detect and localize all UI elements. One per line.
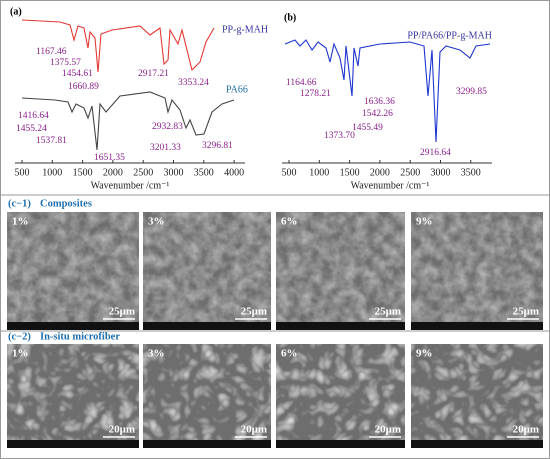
spectrum-name: PA66 [226,84,248,95]
sem-texture [276,344,405,448]
x-tick-label: 2500 [133,167,153,178]
peak-label: 1542.26 [362,109,393,119]
sem-texture [7,212,139,330]
x-tick-label: 1500 [340,167,360,178]
image-label: 3% [148,216,165,228]
info-bar [143,440,271,448]
peak-label: 1454.61 [62,69,93,79]
x-tick-label: 4000 [224,167,244,178]
spectrum-name: PP-g-MAH [222,24,268,35]
scale-label: 20μm [375,424,401,436]
spectrum-name: PP/PA66/PP-g-MAH [407,30,492,41]
section-label: (c−1) [8,198,31,209]
image-label: 9% [416,348,433,360]
panel-label: (a) [10,6,22,17]
peak-label: 1537.81 [36,136,67,146]
image-label: 6% [281,348,298,360]
section-title: Composites [40,198,92,209]
section-title: In-situ microfiber [40,331,120,342]
peak-label: 2916.64 [420,148,451,158]
scale-label: 25μm [375,306,401,318]
x-tick-label: 3500 [461,167,481,178]
peak-label: 1167.46 [36,47,67,57]
scale-label: 20μm [513,424,539,436]
image-label: 6% [281,216,298,228]
info-bar [411,440,543,448]
scale-label: 20μm [241,424,267,436]
scale-label: 20μm [109,424,135,436]
peak-label: 1455.24 [16,124,47,134]
peak-label: 2917.21 [138,69,169,79]
peak-label: 1164.66 [286,78,317,88]
peak-label: 1660.89 [68,82,99,92]
info-bar [276,322,405,330]
info-bar [411,322,543,330]
peak-label: 1651.35 [94,153,125,163]
info-bar [7,440,139,448]
x-tick-label: 1000 [42,167,62,178]
sem-texture [143,212,271,330]
x-tick-label: 1000 [309,167,329,178]
scale-label: 25μm [109,306,135,318]
spectrum [21,91,235,151]
x-tick-label: 1500 [73,167,93,178]
spectrum [284,39,491,143]
info-bar [143,322,271,330]
sem-texture [143,344,271,448]
x-tick-label: 3500 [194,167,214,178]
peak-label: 3296.81 [202,141,233,151]
peak-label: 3299.85 [456,87,487,97]
peak-label: 1416.64 [18,111,49,121]
peak-label: 3201.33 [150,143,181,153]
peak-label: 1278.21 [300,89,331,99]
sem-texture [411,212,543,330]
x-tick-label: 500 [282,167,297,178]
scale-label: 25μm [513,306,539,318]
x-tick-label: 2500 [400,167,420,178]
peak-label: 1455.49 [352,123,383,133]
x-tick-label: 2000 [370,167,390,178]
x-tick-label: 2000 [103,167,123,178]
peak-label: 2932.83 [152,122,183,132]
peak-label: 3353.24 [178,78,209,88]
sem-texture [7,344,139,448]
sem-texture [276,212,405,330]
sem-texture [411,344,543,448]
image-label: 1% [12,348,29,360]
info-bar [7,322,139,330]
peak-label: 1375.57 [50,58,81,68]
peak-label: 1373.70 [324,131,355,141]
image-label: 1% [12,216,29,228]
panel-label: (b) [284,12,296,23]
section-label: (c−2) [8,331,31,342]
x-tick-label: 500 [15,167,30,178]
peak-label: 1636.36 [364,97,395,107]
image-label: 3% [148,348,165,360]
axis-title: Wavenumber /cm⁻¹ [91,180,170,191]
info-bar [276,440,405,448]
axis-title: Wavenumber /cm⁻¹ [351,180,430,191]
x-tick-label: 3000 [164,167,184,178]
image-label: 9% [416,216,433,228]
x-tick-label: 3000 [431,167,451,178]
spectrum [21,19,215,73]
scale-label: 25μm [241,306,267,318]
